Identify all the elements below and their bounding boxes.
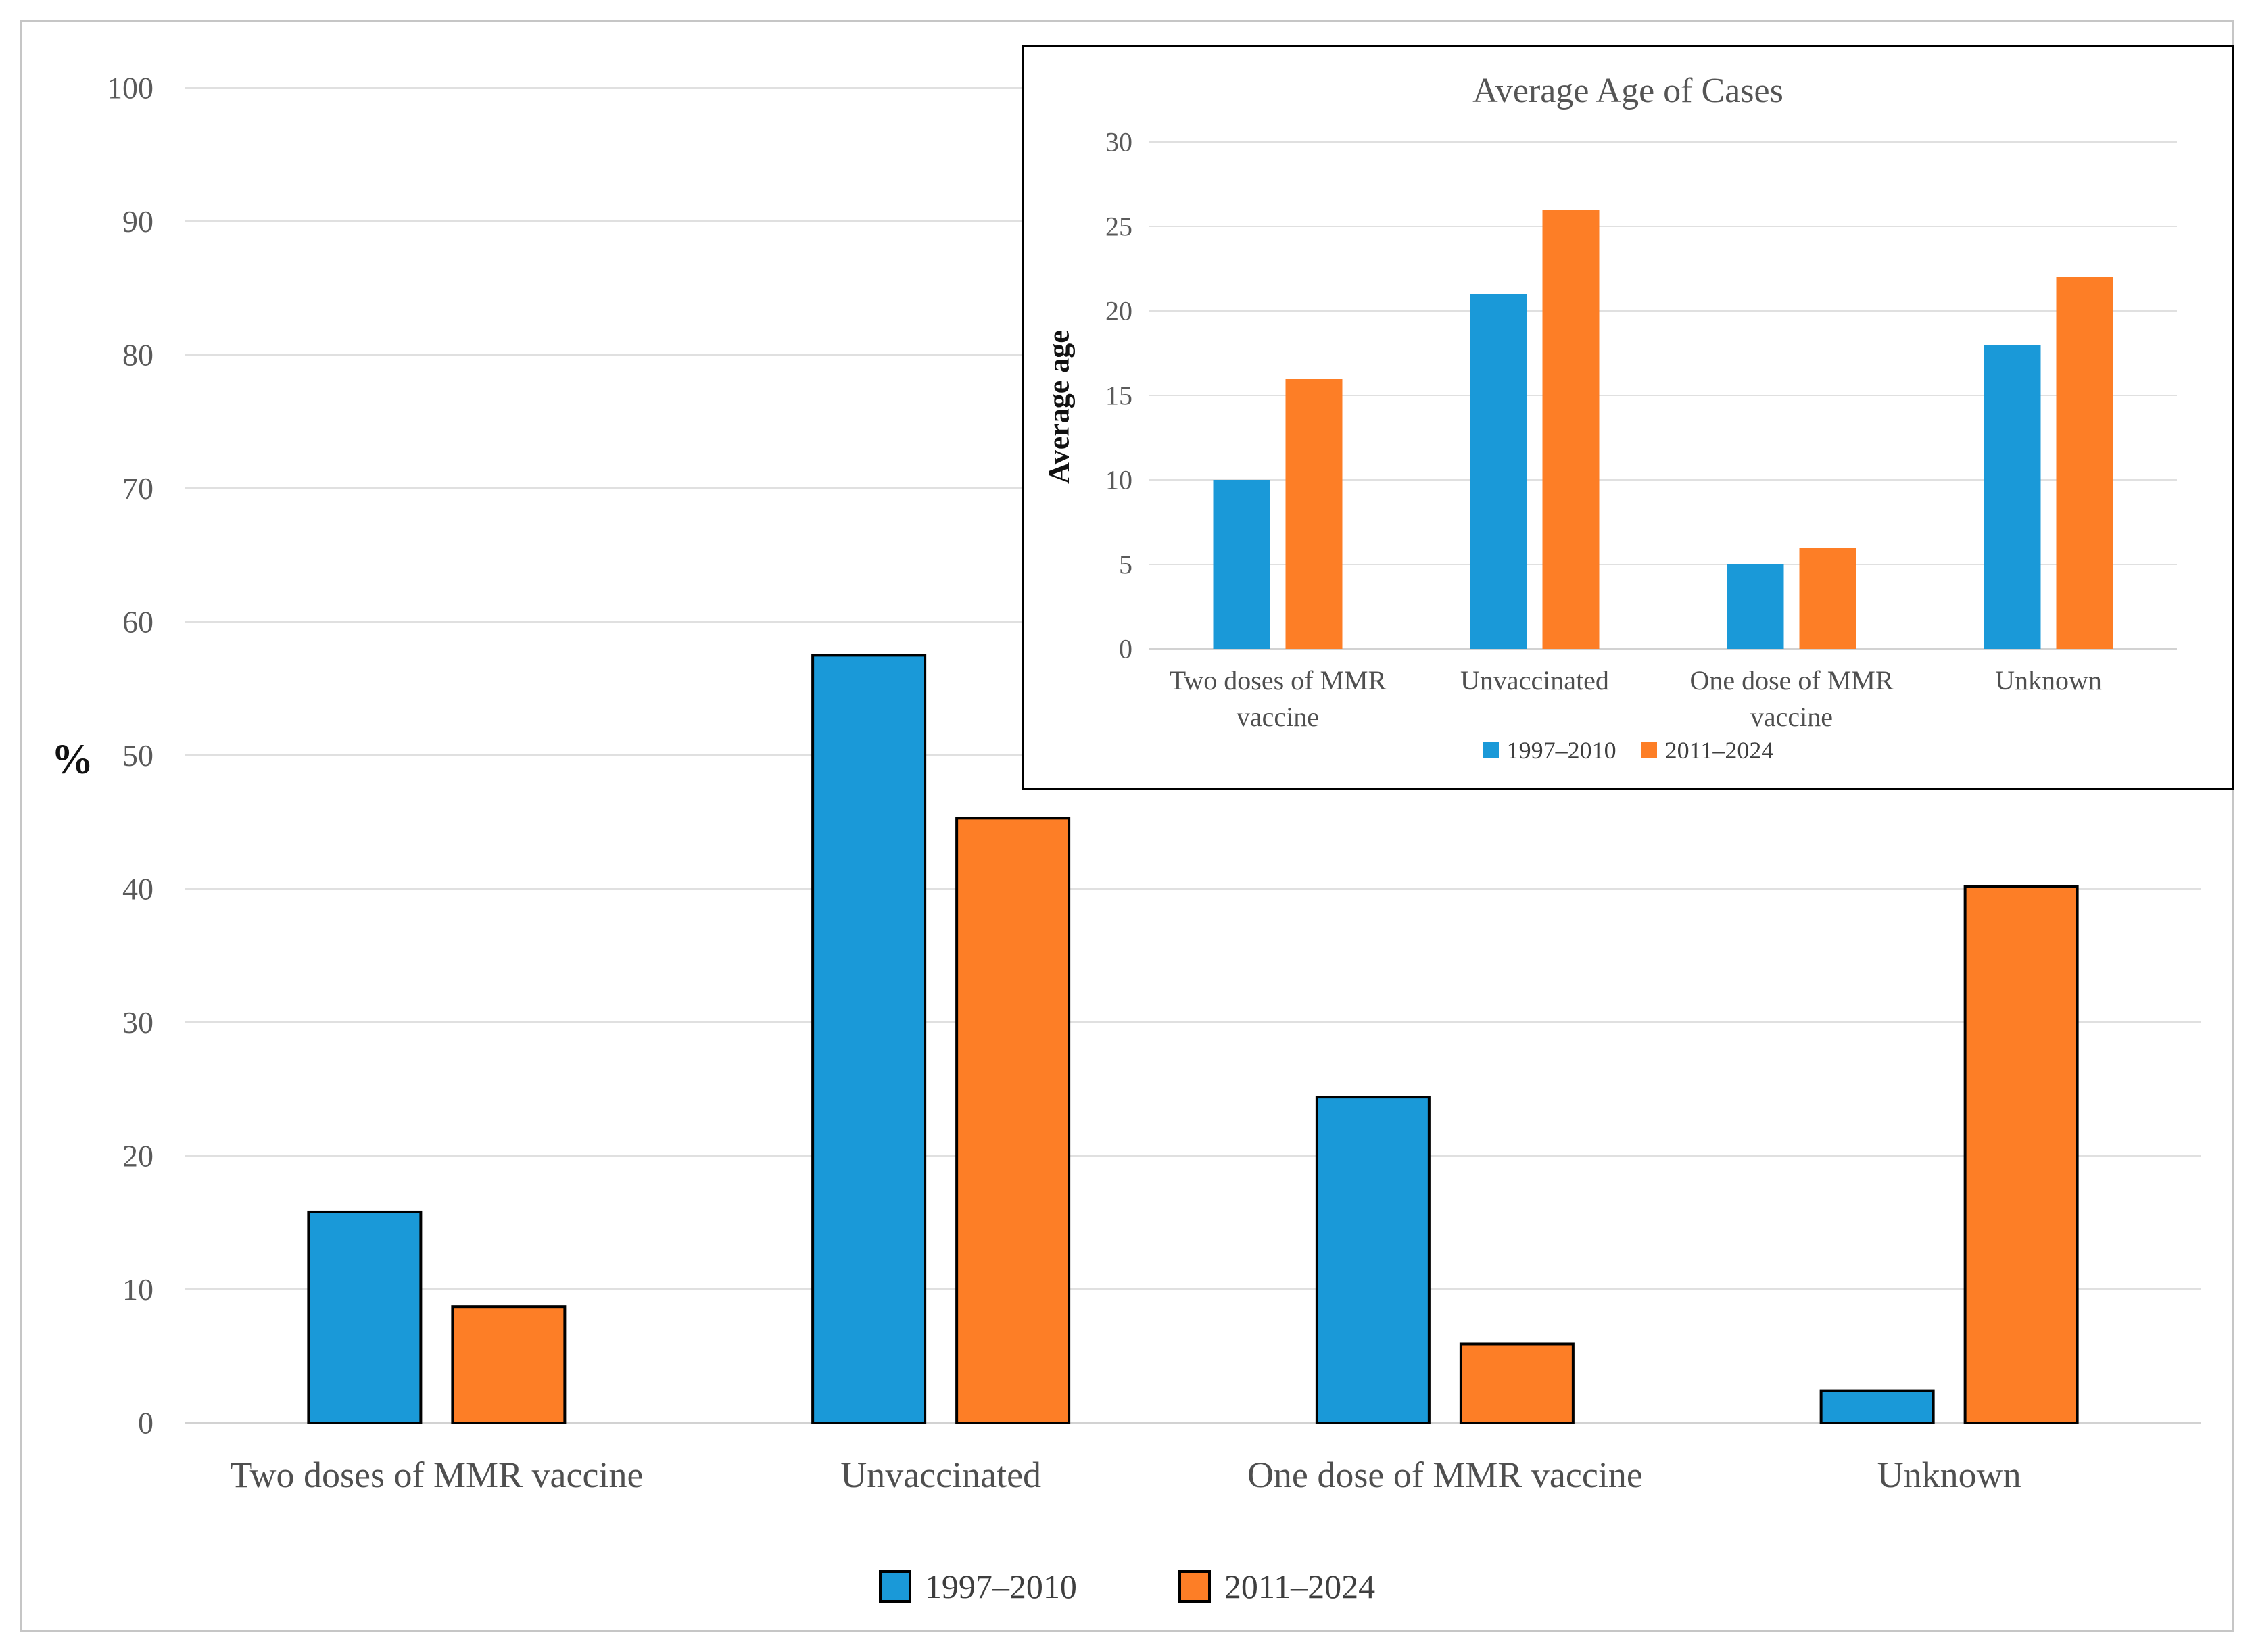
bar-1997-2010-two-doses-of-mmr-vaccine bbox=[307, 1210, 423, 1424]
legend-swatch-2011-2024 bbox=[1178, 1570, 1211, 1603]
x-category-label-one-dose-of-mmr-vaccine-line1: One dose of MMR bbox=[1689, 665, 1893, 696]
inset-title: Average Age of Cases bbox=[1472, 72, 1783, 110]
x-category-label-unknown: Unknown bbox=[1877, 1455, 2021, 1495]
bar-2011-2024-unvaccinated bbox=[955, 817, 1071, 1424]
y-tick-80: 80 bbox=[122, 338, 153, 372]
x-category-label-unvaccinated: Unvaccinated bbox=[1460, 665, 1609, 696]
y-tick-60: 60 bbox=[122, 605, 153, 639]
legend-label-2011-2024: 2011–2024 bbox=[1224, 1568, 1376, 1605]
y-tick-20: 20 bbox=[1105, 296, 1132, 326]
bar-1997-2010-two-doses-of-mmr-vaccine bbox=[1213, 480, 1270, 649]
bar-2011-2024-two-doses-of-mmr-vaccine bbox=[451, 1305, 567, 1425]
y-tick-0: 0 bbox=[138, 1406, 153, 1440]
x-category-label-two-doses-of-mmr-vaccine: Two doses of MMR vaccine bbox=[230, 1455, 643, 1495]
y-tick-10: 10 bbox=[1105, 465, 1132, 495]
bar-1997-2010-unvaccinated bbox=[811, 654, 927, 1424]
x-category-label-two-doses-of-mmr-vaccine-line2: vaccine bbox=[1237, 702, 1319, 732]
y-tick-5: 5 bbox=[1119, 550, 1132, 580]
bar-1997-2010-one-dose-of-mmr-vaccine bbox=[1727, 564, 1784, 649]
x-category-label-unvaccinated: Unvaccinated bbox=[840, 1455, 1041, 1495]
x-category-label-unknown: Unknown bbox=[1995, 665, 2102, 696]
inset-legend-label-2011-2024: 2011–2024 bbox=[1664, 737, 1774, 764]
y-tick-15: 15 bbox=[1105, 381, 1132, 411]
y-tick-0: 0 bbox=[1119, 634, 1132, 664]
inset-chart: 0 5 10 15 20 25 30 Two doses of MMR vaccine Unvac… bbox=[1105, 127, 2177, 732]
inset-legend-item-2011-2024: 2011–2024 bbox=[1640, 736, 1774, 764]
x-category-label-two-doses-of-mmr-vaccine-line1: Two doses of MMR bbox=[1170, 665, 1387, 696]
y-tick-70: 70 bbox=[122, 471, 153, 506]
bar-1997-2010-unknown bbox=[1819, 1389, 1935, 1425]
bar-2011-2024-one-dose-of-mmr-vaccine bbox=[1799, 548, 1856, 649]
bar-2011-2024-one-dose-of-mmr-vaccine bbox=[1459, 1342, 1575, 1424]
x-category-label-one-dose-of-mmr-vaccine: One dose of MMR vaccine bbox=[1247, 1455, 1643, 1495]
bar-2011-2024-two-doses-of-mmr-vaccine bbox=[1285, 379, 1343, 649]
bar-2011-2024-unknown bbox=[2056, 277, 2113, 649]
main-y-axis-label: % bbox=[51, 736, 93, 783]
legend-label-1997-2010: 1997–2010 bbox=[924, 1568, 1077, 1605]
bar-1997-2010-unknown bbox=[1984, 345, 2041, 649]
y-tick-50: 50 bbox=[122, 738, 153, 773]
y-tick-20: 20 bbox=[122, 1139, 153, 1173]
y-tick-25: 25 bbox=[1105, 212, 1132, 242]
main-legend: 1997–2010 2011–2024 bbox=[0, 1567, 2254, 1606]
inset-legend: 1997–2010 2011–2024 bbox=[1024, 736, 2232, 764]
legend-swatch-1997-2010 bbox=[878, 1570, 911, 1603]
y-tick-10: 10 bbox=[122, 1272, 153, 1307]
x-category-label-one-dose-of-mmr-vaccine-line2: vaccine bbox=[1750, 702, 1833, 732]
inset-chart-panel: Average Age of Cases Average age 0 5 10 15 2… bbox=[1022, 45, 2234, 790]
legend-item-2011-2024: 2011–2024 bbox=[1178, 1567, 1375, 1606]
inset-legend-label-1997-2010: 1997–2010 bbox=[1506, 737, 1616, 764]
inset-legend-swatch-2011-2024 bbox=[1640, 742, 1657, 758]
y-tick-30: 30 bbox=[122, 1005, 153, 1040]
bar-2011-2024-unknown bbox=[1963, 885, 2079, 1425]
y-tick-30: 30 bbox=[1105, 127, 1132, 157]
y-tick-100: 100 bbox=[107, 71, 153, 105]
bar-1997-2010-unvaccinated bbox=[1470, 294, 1527, 649]
legend-item-1997-2010: 1997–2010 bbox=[878, 1567, 1077, 1606]
inset-legend-item-1997-2010: 1997–2010 bbox=[1482, 736, 1616, 764]
inset-legend-swatch-1997-2010 bbox=[1482, 742, 1499, 758]
y-tick-90: 90 bbox=[122, 204, 153, 239]
bar-1997-2010-one-dose-of-mmr-vaccine bbox=[1315, 1096, 1431, 1424]
bar-2011-2024-unvaccinated bbox=[1542, 210, 1600, 649]
y-tick-40: 40 bbox=[122, 872, 153, 906]
